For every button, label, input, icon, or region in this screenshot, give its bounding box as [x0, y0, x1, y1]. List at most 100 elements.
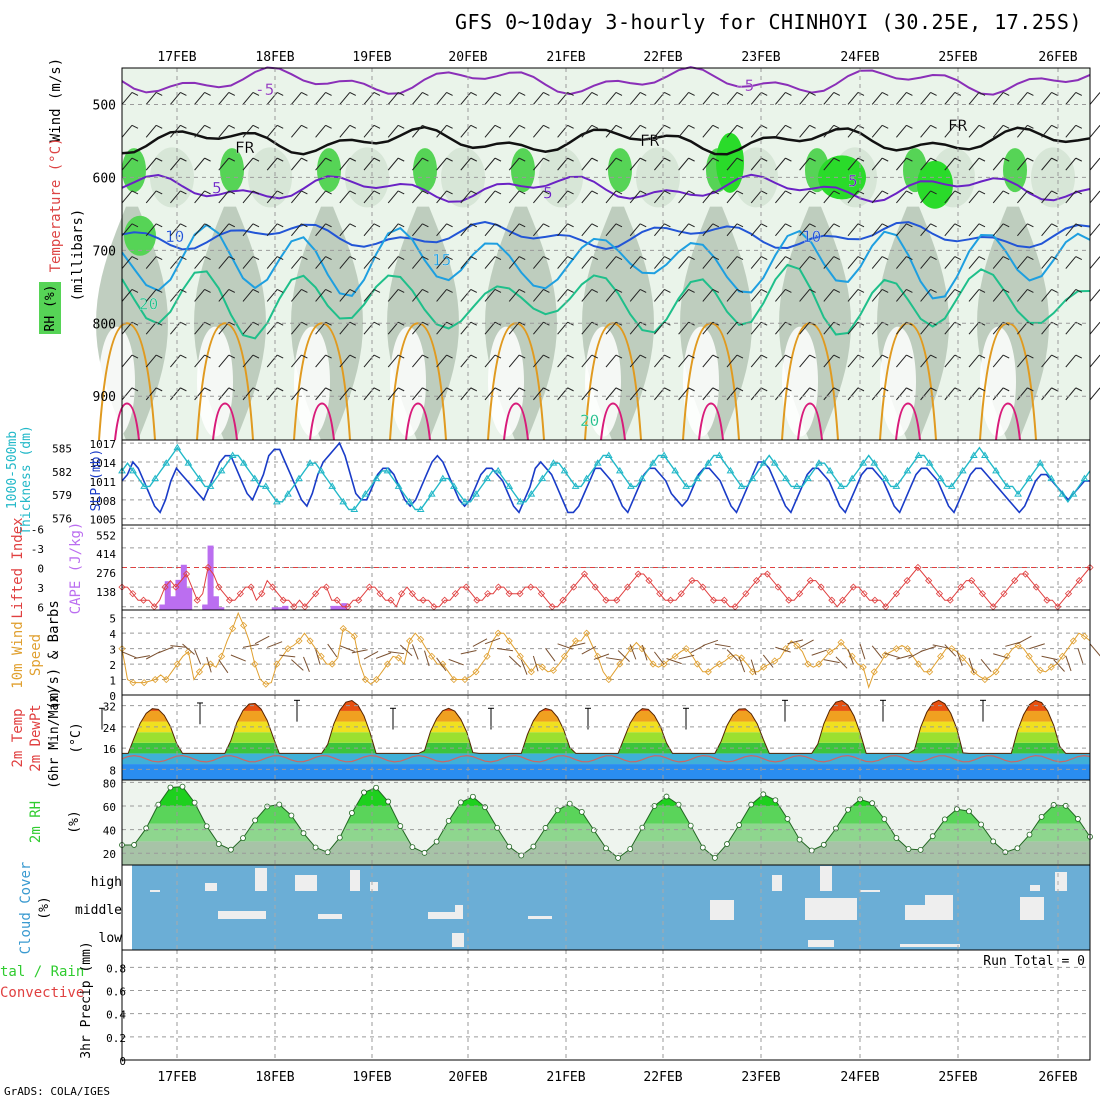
upper-wind-barb: [992, 157, 1004, 171]
upper-wind-barb: [1002, 354, 1010, 359]
upper-wind-barb: [242, 321, 254, 335]
upper-wind-barb: [436, 387, 447, 401]
upper-wind-barb: [978, 387, 986, 392]
cloud-bar: [255, 868, 267, 891]
wind-speed-marker: [251, 660, 259, 668]
upper-wind-barb: [363, 190, 375, 204]
lifted-index-marker: [699, 583, 707, 591]
upper-wind-barb: [349, 190, 357, 195]
upper-wind-barb: [494, 387, 502, 392]
upper-wind-barb: [145, 321, 157, 335]
upper-wind-barb: [460, 354, 472, 368]
upper-wind-barb: [170, 190, 181, 204]
upper-wind-barb: [785, 223, 792, 228]
upper-wind-barb: [397, 157, 405, 162]
contour-label: -5: [735, 76, 754, 95]
surface-wind-barb: [279, 654, 296, 658]
upper-wind-barb: [484, 387, 496, 401]
li-tick-label: -6: [31, 523, 44, 536]
upper-wind-barb: [775, 124, 786, 138]
upper-wind-barb: [664, 92, 671, 96]
rh-band: [539, 147, 583, 208]
upper-wind-barb: [639, 288, 647, 293]
upper-wind-barb: [809, 157, 816, 162]
thickness-tick-label: 576: [52, 512, 72, 525]
upper-wind-barb: [823, 289, 835, 302]
upper-wind-barb: [533, 124, 544, 138]
cloud-bar: [860, 890, 880, 892]
upper-wind-barb: [170, 256, 181, 269]
rh2m-marker: [227, 846, 234, 853]
upper-wind-barb: [194, 354, 205, 368]
isotherm-30: [503, 402, 529, 441]
lifted-index-marker: [365, 583, 373, 591]
upper-wind-barb: [518, 157, 526, 162]
upper-wind-barb: [121, 321, 133, 335]
cloud-bar: [455, 905, 463, 919]
lifted-index-marker: [225, 596, 234, 604]
upper-wind-barb: [1051, 223, 1058, 228]
thickness-marker: [947, 482, 956, 489]
upper-wind-barb: [881, 124, 889, 129]
upper-wind-barb: [1065, 157, 1077, 171]
rh2m-marker: [361, 789, 367, 796]
upper-wind-barb: [920, 321, 931, 335]
lifted-index-marker: [914, 563, 922, 572]
upper-wind-barb: [291, 256, 302, 269]
upper-wind-barb: [799, 354, 810, 368]
lifted-index-marker: [139, 596, 148, 604]
upper-wind-barb: [968, 157, 980, 171]
upper-wind-barb: [992, 354, 1004, 368]
upper-wind-barb: [397, 190, 405, 195]
wind-speed-marker: [361, 675, 369, 684]
surface-wind-barb: [448, 658, 464, 666]
surface-wind-barb: [520, 659, 528, 675]
upper-wind-barb: [615, 157, 623, 162]
upper-wind-barb: [349, 354, 357, 359]
upper-wind-barb: [145, 256, 157, 269]
thickness-marker: [261, 482, 270, 489]
thickness-marker: [770, 459, 779, 466]
isotherm-25: [979, 322, 1037, 441]
upper-wind-barb: [373, 190, 381, 195]
rh-green-blob: [124, 215, 156, 256]
isotherm-line: [121, 220, 1091, 251]
rh2m-marker: [1002, 849, 1009, 856]
upper-wind-barb: [131, 354, 139, 359]
bottom-date-label: 21FEB: [546, 1070, 585, 1085]
upper-wind-barb: [944, 92, 956, 105]
warm-pocket: [880, 326, 916, 437]
upper-wind-barb: [180, 256, 187, 261]
upper-wind-barb: [543, 92, 550, 96]
lifted-index-marker: [570, 583, 578, 591]
thickness-marker: [427, 490, 436, 497]
upper-wind-barb: [518, 190, 526, 195]
upper-wind-barb: [978, 321, 986, 326]
upper-wind-barb: [1027, 92, 1034, 96]
upper-wind-barb: [170, 354, 181, 368]
precip-convective-legend: Convective: [0, 985, 84, 1001]
upper-wind-barb: [605, 256, 617, 269]
upper-wind-barb: [543, 354, 550, 359]
lifted-index-marker: [720, 596, 728, 604]
isotherm-30: [995, 402, 1021, 441]
rh2m-marker: [820, 841, 827, 848]
lifted-index-marker: [1064, 590, 1073, 598]
upper-wind-barb: [629, 387, 641, 401]
upper-wind-barb: [276, 256, 284, 261]
surface-wind-barb: [557, 643, 573, 650]
contour-label: FR: [640, 131, 660, 150]
upper-wind-barb: [1089, 223, 1100, 237]
isotherm-30: [114, 402, 140, 441]
upper-wind-barb: [978, 256, 986, 261]
thickness-marker: [593, 459, 602, 466]
surface-wind-barb: [799, 639, 814, 648]
lifted-index-marker: [1086, 563, 1094, 572]
upper-wind-barb: [301, 387, 308, 392]
upper-wind-barb: [228, 256, 236, 261]
bottom-date-label: 20FEB: [448, 1070, 487, 1085]
slp-tick-label: 1008: [90, 495, 117, 508]
wind-tick-label: 0: [109, 690, 116, 703]
upper-wind-barb: [460, 124, 472, 138]
upper-wind-barb: [847, 354, 859, 368]
